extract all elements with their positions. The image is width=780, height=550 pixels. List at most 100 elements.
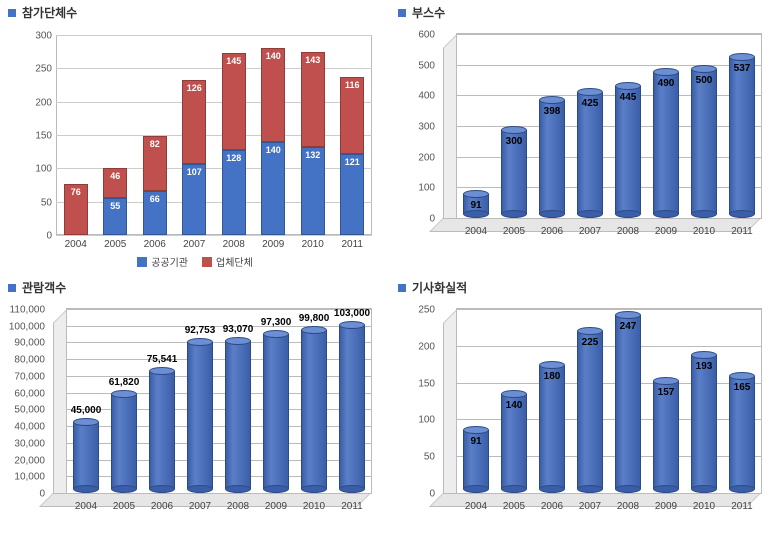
bar: 75,5412006 [143, 309, 181, 493]
bar: 92,7532007 [181, 309, 219, 493]
bar-value-label: 93,070 [217, 324, 259, 337]
x-tick-label: 2009 [655, 493, 677, 512]
bar: 5372011 [723, 34, 761, 218]
legend-label: 업체단체 [216, 254, 253, 269]
bar-value-label: 55 [104, 201, 126, 211]
bullet-icon [8, 9, 16, 17]
x-tick-label: 2010 [302, 235, 324, 250]
y-tick-label: 400 [418, 91, 439, 102]
y-tick-label: 200 [35, 97, 56, 108]
bar: 1652011 [723, 309, 761, 493]
y-tick-label: 50 [41, 197, 56, 208]
panel-booths: 부스수 010020030040050060091200430020053982… [390, 0, 780, 275]
chart-title: 관람객수 [22, 279, 66, 296]
bar-value-label: 128 [223, 153, 245, 163]
y-tick-label: 200 [418, 341, 439, 352]
y-tick-label: 300 [418, 122, 439, 133]
chart-title: 기사화실적 [412, 279, 467, 296]
bar-value-label: 425 [569, 98, 611, 109]
panel-press: 기사화실적 0501001502002509120041402005180200… [390, 275, 780, 550]
y-tick-label: 600 [418, 30, 439, 41]
x-tick-label: 2009 [265, 493, 287, 512]
y-tick-label: 50,000 [14, 405, 49, 416]
y-tick-label: 110,000 [10, 305, 49, 316]
title-row: 기사화실적 [398, 279, 772, 296]
x-tick-label: 2007 [579, 493, 601, 512]
bar-value-label: 132 [302, 150, 324, 160]
bar-value-label: 225 [569, 337, 611, 348]
bar-value-label: 97,300 [255, 317, 297, 330]
bar: 45,0002004 [67, 309, 105, 493]
chart-booths: 0100200300400500600912004300200539820064… [398, 25, 772, 271]
y-tick-label: 100 [418, 183, 439, 194]
x-tick-label: 2006 [541, 493, 563, 512]
bar: 3002005 [495, 34, 533, 218]
bar-value-label: 180 [531, 371, 573, 382]
bar-value-label: 92,753 [179, 325, 221, 338]
bar-group: 1401402009 [254, 35, 294, 235]
bar: 2472008 [609, 309, 647, 493]
y-tick-label: 90,000 [14, 338, 49, 349]
bar-value-label: 145 [223, 56, 245, 66]
bar-group: 82662006 [135, 35, 175, 235]
x-tick-label: 2007 [579, 218, 601, 237]
bar-value-label: 46 [104, 171, 126, 181]
bar-value-label: 490 [645, 78, 687, 89]
bar: 103,0002011 [333, 309, 371, 493]
y-tick-label: 80,000 [14, 355, 49, 366]
bar-group: 46552005 [96, 35, 136, 235]
y-tick-label: 100 [35, 164, 56, 175]
x-tick-label: 2004 [465, 218, 487, 237]
bar: 4452008 [609, 34, 647, 218]
bar-value-label: 116 [341, 80, 363, 90]
x-tick-label: 2005 [113, 493, 135, 512]
bar-value-label: 91 [455, 436, 497, 447]
bar: 1802006 [533, 309, 571, 493]
y-tick-label: 0 [429, 489, 439, 500]
y-tick-label: 250 [35, 64, 56, 75]
bar-group: 1451282008 [214, 35, 254, 235]
y-tick-label: 150 [418, 378, 439, 389]
bar-value-label: 75,541 [141, 354, 183, 367]
x-tick-label: 2007 [183, 235, 205, 250]
x-tick-label: 2011 [731, 493, 753, 512]
bullet-icon [398, 9, 406, 17]
legend-label: 공공기관 [151, 254, 188, 269]
y-tick-label: 200 [418, 152, 439, 163]
x-tick-label: 2009 [655, 218, 677, 237]
x-tick-label: 2010 [693, 218, 715, 237]
bar-group: 1161212011 [333, 35, 373, 235]
bar-value-label: 445 [607, 92, 649, 103]
x-tick-label: 2005 [503, 218, 525, 237]
x-tick-label: 2004 [465, 493, 487, 512]
chart-title: 참가단체수 [22, 4, 77, 21]
bar-value-label: 82 [144, 139, 166, 149]
bar-value-label: 99,800 [293, 313, 335, 326]
bar: 1932010 [685, 309, 723, 493]
bullet-icon [398, 284, 406, 292]
y-tick-label: 60,000 [14, 388, 49, 399]
y-tick-label: 10,000 [14, 472, 49, 483]
bar-value-label: 300 [493, 136, 535, 147]
bar-value-label: 140 [262, 145, 284, 155]
x-tick-label: 2006 [541, 218, 563, 237]
bar-group: 762004 [56, 35, 96, 235]
x-tick-label: 2008 [617, 218, 639, 237]
bar-value-label: 140 [262, 51, 284, 61]
legend-item-company: 업체단체 [202, 254, 253, 269]
title-row: 관람객수 [8, 279, 382, 296]
x-tick-label: 2010 [303, 493, 325, 512]
bar-group: 1431322010 [293, 35, 333, 235]
y-tick-label: 30,000 [14, 438, 49, 449]
bar-value-label: 157 [645, 387, 687, 398]
bar-value-label: 247 [607, 321, 649, 332]
dashboard: 참가단체수 0501001502002503007620044655200582… [0, 0, 780, 550]
y-tick-label: 500 [418, 60, 439, 71]
bar-value-label: 500 [683, 75, 725, 86]
chart-participants: 0501001502002503007620044655200582662006… [8, 25, 382, 271]
bar-value-label: 107 [183, 167, 205, 177]
y-tick-label: 100,000 [9, 321, 49, 332]
bar-value-label: 45,000 [65, 405, 107, 418]
y-tick-label: 300 [35, 31, 56, 42]
bar-value-label: 193 [683, 361, 725, 372]
